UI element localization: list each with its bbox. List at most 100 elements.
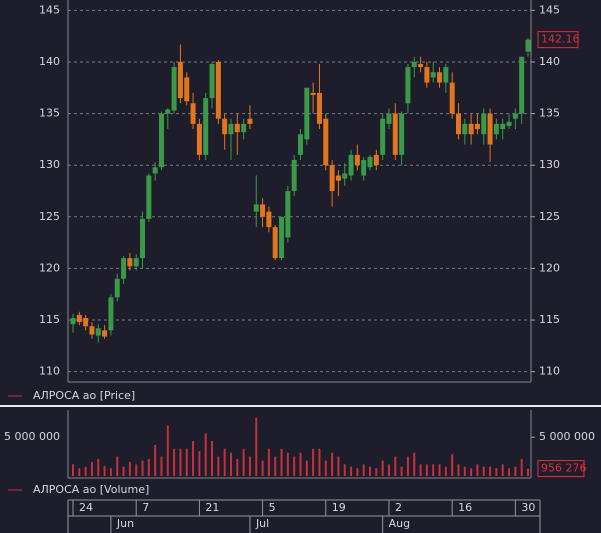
candle-body (310, 92, 316, 95)
volume-bar (527, 468, 529, 476)
y-tick-label: 145 (39, 3, 60, 16)
candle-body (411, 61, 417, 68)
legend-label: АЛРОСА ао [Price] (33, 389, 135, 402)
volume-bar (166, 425, 169, 476)
candle-body (228, 123, 234, 135)
y-tick-label-right: 115 (539, 313, 560, 326)
volume-bar (312, 448, 315, 476)
volume-bar (229, 452, 232, 476)
candle-body (234, 123, 240, 133)
volume-bar (236, 458, 239, 476)
month-label: Jul (255, 517, 269, 530)
volume-bar (305, 460, 308, 476)
volume-bar (267, 448, 270, 476)
candle-body (418, 64, 424, 68)
x-tick-label: 16 (458, 501, 472, 514)
candle-body (455, 113, 461, 135)
y-tick-label: 130 (39, 158, 60, 171)
volume-bar (103, 465, 106, 476)
volume-bar (217, 456, 220, 476)
volume-bar (425, 464, 428, 476)
last-price-box (537, 31, 579, 49)
volume-bar (109, 468, 112, 476)
candle-body (196, 123, 202, 155)
y-tick-label: 135 (39, 107, 60, 120)
candle-body (70, 317, 76, 325)
volume-bar (501, 464, 504, 476)
volume-bar (255, 417, 258, 476)
candle-body (253, 204, 259, 212)
volume-bar (299, 452, 302, 476)
x-tick-label: 19 (332, 501, 346, 514)
candle-body (392, 113, 398, 155)
candle-body (177, 61, 183, 99)
volume-bar (419, 464, 422, 476)
x-tick-label: 5 (269, 501, 276, 514)
x-tick-label: 7 (142, 501, 149, 514)
candle-body (158, 113, 164, 168)
candle-body (241, 123, 247, 133)
volume-bar (331, 452, 334, 476)
volume-bar (476, 464, 479, 476)
candle-body (165, 109, 171, 114)
volume-bar (286, 452, 289, 476)
candle-body (304, 87, 310, 140)
candle-body (525, 39, 531, 52)
volume-bar (154, 444, 157, 476)
candle-body (323, 118, 329, 166)
volume-bar (173, 448, 176, 476)
candle-body (140, 218, 146, 259)
candle-body (506, 121, 512, 126)
volume-bar (482, 466, 485, 476)
candle-body (171, 67, 177, 111)
y-tick-label: 5 000 000 (4, 430, 60, 443)
candle-body (354, 154, 360, 166)
volume-bar (135, 464, 138, 476)
volume-bar (90, 462, 93, 476)
volume-bar (356, 468, 359, 476)
volume-bar (185, 448, 188, 476)
volume-bar (204, 433, 207, 476)
candle-body (152, 167, 158, 174)
candle-body (266, 211, 272, 228)
volume-bar (381, 460, 384, 476)
volume-bar (84, 466, 87, 476)
candle-body (89, 326, 95, 335)
volume-bar (337, 456, 340, 476)
y-tick-label: 120 (39, 261, 60, 274)
volume-bar (451, 454, 454, 476)
candle-body (487, 113, 493, 145)
candle-body (449, 82, 455, 114)
y-tick-label: 125 (39, 210, 60, 223)
candle-body (462, 123, 468, 135)
volume-bar (261, 460, 264, 476)
candle-body (405, 67, 411, 104)
candle-body (247, 118, 253, 124)
candle-body (190, 103, 196, 124)
volume-bar (248, 456, 251, 476)
y-tick-label-right: 135 (539, 107, 560, 120)
candle-body (474, 123, 480, 130)
candle-body (114, 278, 120, 298)
candle-body (298, 134, 303, 155)
candle-body (222, 118, 228, 135)
y-tick-label: 115 (39, 313, 60, 326)
volume-bar (160, 456, 163, 476)
month-label: Aug (389, 517, 410, 530)
candle-body (373, 154, 379, 166)
volume-bar (274, 456, 277, 476)
volume-bar (211, 441, 214, 476)
volume-bar (141, 460, 144, 476)
volume-bar (362, 464, 365, 476)
volume-bar (179, 448, 182, 476)
volume-bar (413, 452, 416, 476)
candle-body (133, 258, 139, 267)
candle-body (184, 77, 190, 102)
candle-body (348, 154, 354, 176)
x-tick-label: 30 (521, 501, 535, 514)
volume-bar (198, 451, 201, 476)
volume-bar (293, 456, 296, 476)
volume-bar (400, 466, 403, 476)
x-tick-label: 21 (205, 501, 219, 514)
